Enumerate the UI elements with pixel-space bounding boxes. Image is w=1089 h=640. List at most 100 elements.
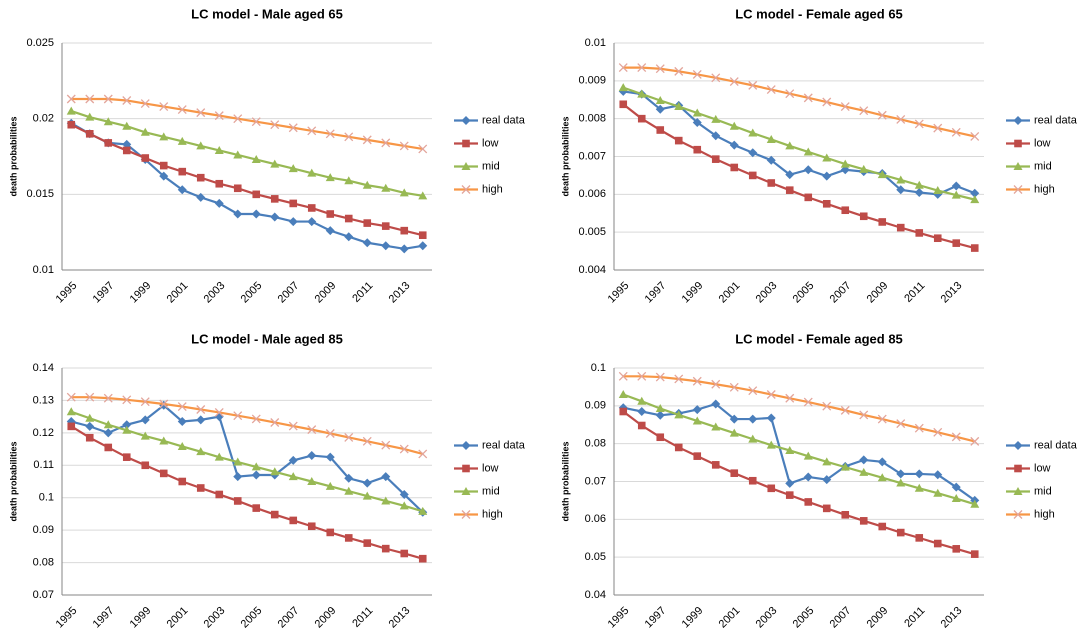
marker	[619, 100, 628, 109]
marker	[840, 462, 850, 471]
marker	[674, 102, 684, 111]
marker	[674, 410, 684, 419]
marker-stroke	[214, 407, 224, 417]
marker	[196, 405, 206, 414]
marker	[344, 232, 354, 242]
marker	[970, 195, 980, 204]
legend-marker	[462, 464, 470, 473]
marker	[804, 193, 813, 202]
marker	[637, 396, 647, 405]
legend-label: real data	[482, 114, 526, 126]
marker-stroke	[103, 393, 113, 403]
marker-stroke	[1013, 510, 1023, 519]
marker	[693, 145, 702, 154]
marker	[952, 239, 961, 247]
legend-label: low	[1034, 137, 1051, 149]
marker	[214, 111, 224, 121]
marker	[400, 226, 409, 235]
marker	[66, 106, 76, 115]
marker-stroke	[233, 114, 243, 124]
marker	[177, 402, 187, 412]
marker	[362, 436, 372, 446]
marker-stroke	[951, 432, 961, 442]
chart-title: LC model - Female aged 85	[735, 331, 903, 346]
marker-stroke	[618, 63, 628, 73]
marker	[326, 528, 335, 537]
y-tick-label: 0.007	[578, 150, 606, 162]
marker-stroke	[748, 386, 758, 396]
marker-stroke	[66, 392, 76, 402]
x-tick-label: 2007	[828, 605, 854, 631]
marker-stroke	[325, 429, 335, 438]
x-tick-label: 2007	[276, 605, 302, 631]
marker-stroke	[859, 106, 869, 116]
x-tick-label: 2001	[717, 605, 743, 631]
marker	[381, 138, 391, 148]
marker	[307, 522, 316, 531]
marker-stroke	[896, 419, 906, 429]
marker	[877, 170, 887, 179]
marker	[400, 549, 409, 558]
series-line	[70, 410, 424, 513]
series-line	[70, 425, 424, 560]
marker	[933, 470, 943, 480]
marker-stroke	[307, 126, 317, 136]
marker-stroke	[840, 102, 850, 112]
x-tick-label: 1995	[606, 280, 632, 306]
marker	[951, 127, 961, 137]
marker	[729, 414, 739, 424]
marker-stroke	[381, 440, 391, 450]
marker	[177, 105, 187, 115]
marker	[177, 417, 187, 427]
marker	[381, 241, 391, 251]
marker-stroke	[692, 376, 702, 386]
marker	[381, 183, 391, 192]
marker	[104, 443, 113, 452]
marker	[896, 469, 906, 479]
marker	[214, 412, 224, 422]
marker	[362, 180, 372, 189]
marker	[307, 425, 317, 435]
marker	[729, 77, 739, 87]
marker	[140, 415, 150, 425]
marker	[344, 432, 354, 442]
marker	[270, 418, 280, 427]
marker	[914, 187, 924, 197]
marker	[362, 238, 372, 248]
marker	[692, 405, 702, 415]
marker	[251, 462, 261, 471]
marker	[970, 436, 980, 446]
marker-stroke	[461, 185, 471, 194]
marker	[307, 451, 317, 461]
marker	[822, 457, 832, 466]
x-tick-label: 2007	[828, 280, 854, 306]
marker	[418, 191, 428, 200]
marker	[785, 393, 795, 403]
chart-panel: LC model - Female aged 85 death probabili…	[560, 331, 1077, 630]
x-tick-label: 2011	[902, 605, 927, 630]
marker	[85, 413, 95, 422]
marker	[196, 192, 206, 202]
legend-label: mid	[482, 485, 500, 497]
marker	[233, 114, 243, 124]
marker-stroke	[233, 411, 243, 421]
marker	[196, 108, 206, 118]
marker	[933, 123, 943, 133]
marker	[711, 422, 721, 431]
marker	[103, 420, 113, 429]
marker-stroke	[785, 393, 795, 403]
marker	[233, 457, 243, 466]
marker-stroke	[933, 427, 943, 437]
marker	[141, 461, 150, 470]
marker	[656, 433, 665, 442]
x-tick-label: 2005	[791, 605, 817, 631]
marker	[215, 490, 224, 499]
marker	[251, 209, 261, 219]
marker	[655, 104, 665, 114]
marker	[233, 497, 242, 505]
marker-stroke	[418, 449, 428, 459]
marker	[915, 229, 924, 237]
marker	[859, 517, 868, 525]
marker-stroke	[344, 132, 354, 142]
